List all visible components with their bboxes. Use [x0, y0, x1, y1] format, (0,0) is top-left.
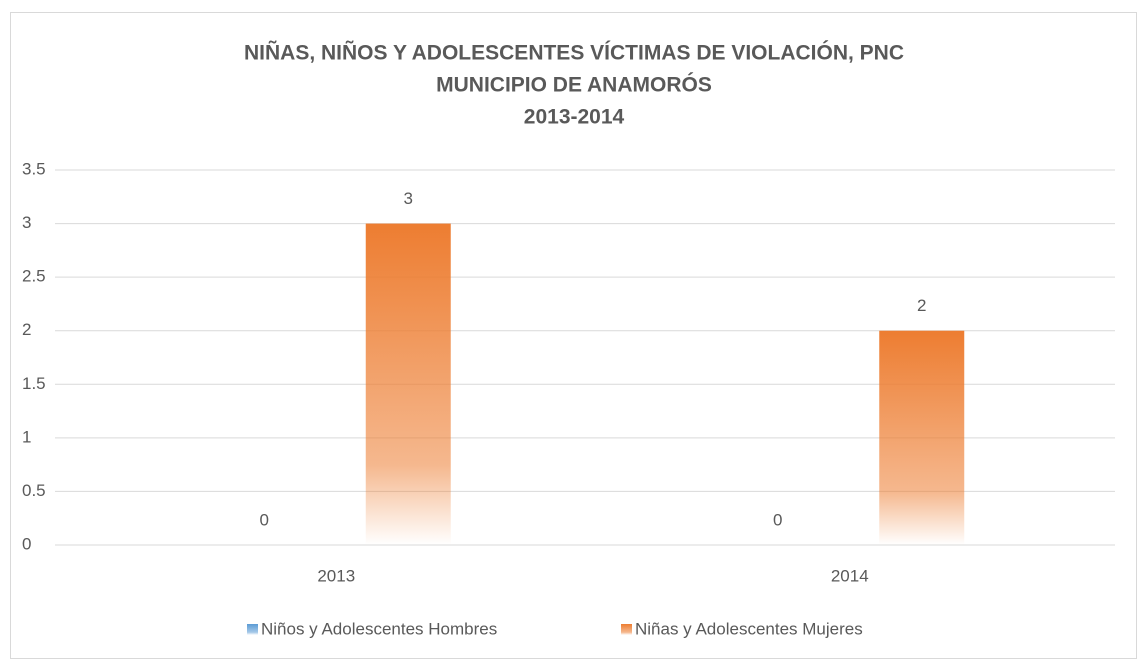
- y-tick-label: 1: [22, 427, 31, 446]
- y-tick-label: 2.5: [22, 267, 46, 286]
- data-label: 0: [260, 510, 269, 529]
- y-tick-label: 1.5: [22, 374, 46, 393]
- chart-title: MUNICIPIO DE ANAMORÓS: [436, 73, 712, 97]
- chart-title: NIÑAS, NIÑOS Y ADOLESCENTES VÍCTIMAS DE …: [244, 41, 904, 65]
- x-tick-label: 2013: [317, 566, 355, 585]
- y-tick-label: 0.5: [22, 481, 46, 500]
- data-label: 3: [404, 189, 413, 208]
- y-tick-label: 0: [22, 534, 31, 553]
- x-tick-label: 2014: [831, 566, 869, 585]
- legend-label: Niñas y Adolescentes Mujeres: [635, 619, 863, 638]
- bar: [365, 223, 451, 546]
- y-tick-label: 3: [22, 213, 31, 232]
- data-label: 0: [773, 510, 782, 529]
- legend-swatch: [247, 624, 258, 635]
- data-label: 2: [917, 296, 926, 315]
- y-tick-label: 2: [22, 320, 31, 339]
- y-tick-label: 3.5: [22, 159, 46, 178]
- legend-swatch: [621, 624, 632, 635]
- bar: [879, 330, 965, 545]
- chart-title: 2013-2014: [524, 106, 625, 129]
- legend-label: Niños y Adolescentes Hombres: [261, 619, 497, 638]
